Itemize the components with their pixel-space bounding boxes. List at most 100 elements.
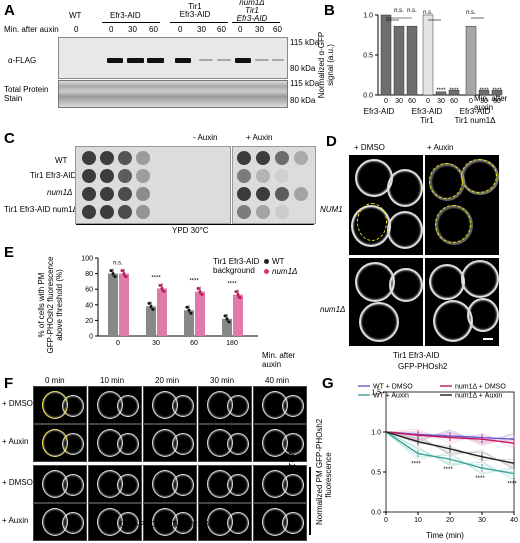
f-frame <box>88 424 142 462</box>
d-caption1: Tir1 Efr3-AID <box>393 351 440 360</box>
e-bar <box>195 291 205 336</box>
f-row-label: + DMSO <box>2 399 33 408</box>
e-legend-wt: WT <box>272 257 285 266</box>
e-bar <box>184 310 194 336</box>
f-frame <box>88 503 142 541</box>
e-xlabel: Min. after auxin <box>262 351 296 369</box>
c-row-label: num1Δ <box>47 188 73 197</box>
c-colony-spot <box>136 151 150 165</box>
lane-group-wt: WT <box>69 11 82 20</box>
f-caption: GFP-PHOsh2 Tir1 Efr3-AID <box>120 520 218 529</box>
c-colony-spot <box>136 169 150 183</box>
western-blot-image <box>58 37 288 79</box>
g-ytick-label: 1.5 <box>371 390 381 397</box>
b-xtick-label: 60 <box>493 98 501 105</box>
plate-minus-auxin <box>75 146 231 224</box>
marker-115: 115 kDa <box>290 38 320 47</box>
f-row-label: + Auxin <box>2 516 29 525</box>
c-colony-spot <box>256 187 270 201</box>
g-individual-trace <box>385 431 515 469</box>
b-xtick-label: 0 <box>426 98 430 105</box>
f-frame <box>143 424 197 462</box>
c-colony-spot <box>256 169 270 183</box>
lane-group-efr3aid: Efr3-AID <box>110 11 141 20</box>
d-caption2: GFP-PHOsh2 <box>398 362 448 371</box>
b-xtick-label: 30 <box>480 98 488 105</box>
e-data-point <box>227 320 231 324</box>
g-ytick-label: 1.0 <box>371 430 381 437</box>
b-xtick-label: 0 <box>469 98 473 105</box>
c-colony-spot <box>118 169 132 183</box>
c-colony-spot <box>100 205 114 219</box>
f-frame <box>253 465 307 503</box>
e-data-point <box>198 290 202 294</box>
f-row-label: + Auxin <box>2 437 29 446</box>
g-xtick-label: 40 <box>510 517 518 524</box>
plate-plus-auxin <box>232 146 316 224</box>
g-sig-label: **** <box>507 482 517 488</box>
e-plot: 0 20 40 60 80 100 0 n.s. 30 **** 60 **** 180 **** <box>81 256 258 347</box>
e-data-point <box>122 272 126 276</box>
e-data-point <box>196 287 200 291</box>
c-colony-spot <box>118 187 132 201</box>
b-sig-label: **** <box>479 88 489 94</box>
c-colony-spot <box>100 151 114 165</box>
b-bar <box>491 89 503 96</box>
c-col-minus-auxin: - Auxin <box>193 133 218 142</box>
f-frame <box>253 386 307 424</box>
d-col-dmso: + DMSO <box>354 143 385 152</box>
e-data-point <box>151 307 155 311</box>
panel-label-f: F <box>4 375 14 392</box>
f-frame <box>143 386 197 424</box>
lane-time: 0 <box>178 25 183 34</box>
c-colony-spot <box>100 169 114 183</box>
c-col-plus-auxin: + Auxin <box>246 133 273 142</box>
g-sig-label: **** <box>475 476 485 482</box>
e-ytick-label: 60 <box>85 287 93 294</box>
g-individual-trace <box>385 431 515 480</box>
f-row-label: + DMSO <box>2 478 33 487</box>
c-colony-spot <box>118 151 132 165</box>
g-sig-label: **** <box>411 462 421 468</box>
c-colony-spot <box>82 169 96 183</box>
g-plot: 0.0 0.5 1.0 1.5 0 10 20 30 40 **** **** **** **** WT … <box>358 384 518 524</box>
lane-time: 0 <box>109 25 114 34</box>
g-sig-label: **** <box>443 467 453 473</box>
e-ytick-label: 100 <box>81 256 93 263</box>
e-data-point <box>200 293 204 297</box>
e-xtick-label: 180 <box>226 340 238 347</box>
e-xtick-label: 30 <box>152 340 160 347</box>
e-data-point <box>236 293 240 297</box>
c-colony-spot <box>237 187 251 201</box>
g-xtick-label: 10 <box>414 517 422 524</box>
f-time-label: 30 min <box>210 376 235 385</box>
marker-115: 115 kDa <box>290 79 320 88</box>
b-xtick-label: 30 <box>437 98 445 105</box>
f-frame <box>253 503 307 541</box>
f-frame <box>88 465 142 503</box>
f-time-label: 20 min <box>155 376 180 385</box>
b-bar <box>465 25 477 96</box>
d-col-auxin: + Auxin <box>427 143 454 152</box>
e-data-point <box>187 308 191 312</box>
e-data-point <box>113 275 117 279</box>
b-sig-label: n.s. <box>423 10 433 16</box>
f-frame <box>88 386 142 424</box>
panel-label-d: D <box>326 133 337 150</box>
b-group-label: Efr3-AID Tir1 <box>411 107 443 125</box>
e-sig-label: **** <box>151 275 161 281</box>
c-colony-spot <box>237 169 251 183</box>
g-xtick-label: 30 <box>478 517 486 524</box>
min-after-auxin-label: Min. after auxin <box>4 25 59 34</box>
c-colony-spot <box>256 205 270 219</box>
g-ytick-label: 0.5 <box>371 470 381 477</box>
c-colony-spot <box>82 187 96 201</box>
e-sig-label: **** <box>227 282 237 288</box>
e-data-point <box>189 311 193 315</box>
e-data-point <box>158 283 162 287</box>
c-row-label: Tir1 Efr3-AID <box>30 171 77 180</box>
b-sig-label: n.s. <box>407 8 417 14</box>
b-ytick-label: 1.0 <box>363 13 373 20</box>
b-sig-label: n.s. <box>394 8 404 14</box>
g-xtick-label: 0 <box>384 517 388 524</box>
